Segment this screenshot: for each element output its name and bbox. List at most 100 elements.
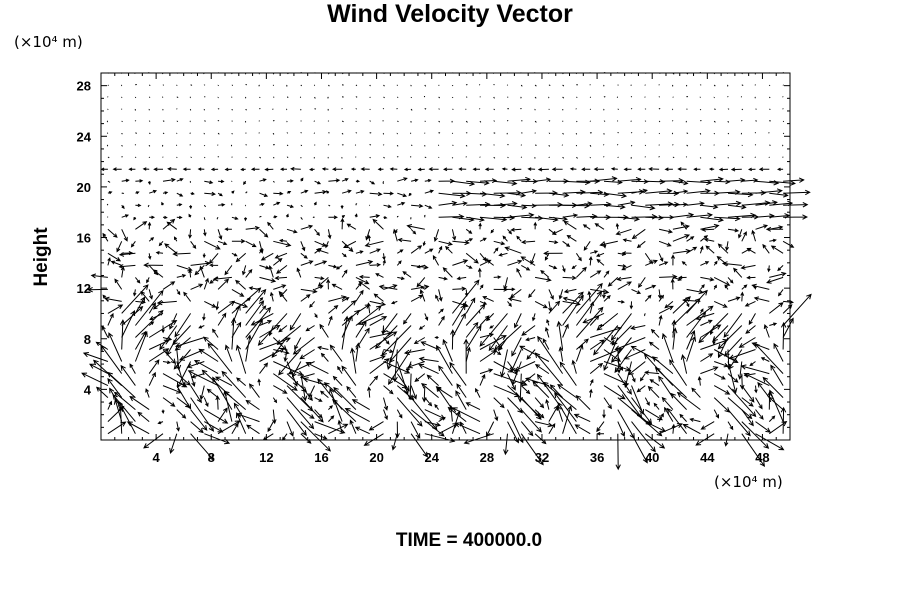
wind-vector	[355, 156, 357, 158]
wind-vector	[354, 213, 358, 218]
wind-vector	[302, 377, 329, 387]
wind-vector	[245, 225, 260, 231]
wind-vector	[162, 177, 176, 183]
wind-vector	[637, 167, 646, 172]
wind-vector	[562, 132, 564, 135]
wind-vector	[621, 251, 632, 256]
wind-vector	[746, 275, 756, 280]
wind-vector	[493, 325, 522, 351]
wind-vector	[267, 421, 274, 433]
wind-vector	[250, 312, 274, 326]
wind-vector	[397, 201, 406, 206]
wind-vector	[176, 409, 187, 419]
wind-vector	[434, 335, 439, 340]
wind-vector	[169, 433, 178, 454]
wind-vector	[451, 407, 481, 423]
wind-vector	[382, 107, 385, 110]
wind-vector	[148, 156, 151, 158]
wind-vector	[259, 264, 270, 270]
wind-vector	[651, 356, 674, 374]
wind-vector	[314, 421, 346, 434]
wind-vector	[757, 381, 770, 398]
wind-vector	[472, 167, 480, 171]
wind-vector	[259, 347, 285, 362]
wind-vector	[451, 120, 453, 123]
wind-vector	[758, 167, 770, 172]
wind-vector	[327, 156, 329, 159]
wind-vector	[596, 431, 604, 436]
wind-vector	[531, 313, 536, 322]
wind-vector	[147, 253, 152, 260]
wind-vector	[489, 325, 494, 329]
wind-vector	[611, 337, 632, 363]
wind-vector	[617, 84, 619, 86]
wind-vector	[147, 204, 150, 208]
wind-vector	[516, 235, 522, 242]
wind-vector	[755, 180, 780, 186]
wind-vector	[424, 214, 426, 218]
wind-vector	[712, 325, 729, 342]
wind-vector	[377, 167, 384, 171]
wind-vector	[176, 289, 181, 296]
wind-vector	[516, 267, 522, 278]
wind-vector	[341, 300, 357, 314]
wind-vector	[438, 315, 445, 326]
wind-vector	[700, 421, 715, 430]
wind-vector	[203, 132, 205, 135]
wind-vector	[769, 120, 772, 122]
wind-vector	[204, 156, 206, 159]
wind-vector	[686, 329, 696, 350]
wind-vector	[397, 249, 404, 254]
wind-vector	[548, 264, 558, 270]
wind-vector	[135, 300, 146, 305]
wind-vector	[747, 167, 756, 172]
wind-vector	[326, 278, 331, 290]
wind-vector	[479, 156, 481, 158]
wind-vector	[681, 261, 687, 266]
wind-vector	[727, 144, 730, 147]
vector-field	[81, 71, 812, 471]
wind-vector	[562, 96, 565, 99]
wind-vector	[286, 191, 292, 194]
wind-vector	[314, 397, 323, 402]
wind-vector	[770, 245, 784, 254]
wind-vector	[728, 349, 743, 370]
wind-vector	[676, 391, 701, 411]
wind-vector	[113, 391, 136, 410]
wind-vector	[331, 167, 343, 172]
wind-vector	[189, 132, 191, 134]
wind-vector	[603, 108, 605, 111]
wind-vector	[659, 72, 661, 74]
wind-vector	[573, 413, 591, 423]
wind-vector	[107, 96, 109, 98]
wind-vector	[755, 409, 764, 420]
wind-vector	[637, 277, 646, 288]
wind-vector	[549, 384, 563, 398]
wind-vector	[520, 156, 523, 158]
wind-vector	[287, 96, 289, 98]
wind-vector	[493, 397, 505, 409]
wind-vector	[273, 373, 298, 391]
wind-vector	[407, 373, 413, 401]
wind-vector	[341, 252, 347, 258]
wind-vector	[452, 108, 454, 111]
wind-vector	[548, 289, 554, 301]
wind-vector	[162, 215, 168, 219]
wind-vector	[152, 269, 164, 278]
wind-vector	[259, 202, 265, 207]
wind-vector	[666, 407, 687, 435]
wind-vector	[740, 264, 756, 270]
wind-vector	[112, 167, 122, 172]
wind-vector	[190, 421, 204, 434]
wind-vector	[175, 337, 205, 348]
wind-vector	[422, 241, 426, 247]
wind-vector	[677, 167, 687, 171]
wind-vector	[765, 226, 784, 232]
wind-vector	[713, 276, 731, 286]
wind-vector	[658, 412, 664, 422]
wind-vector	[451, 157, 454, 159]
wind-vector	[589, 108, 592, 110]
wind-vector	[672, 202, 689, 207]
wind-vector	[135, 179, 144, 183]
wind-vector	[241, 265, 247, 276]
